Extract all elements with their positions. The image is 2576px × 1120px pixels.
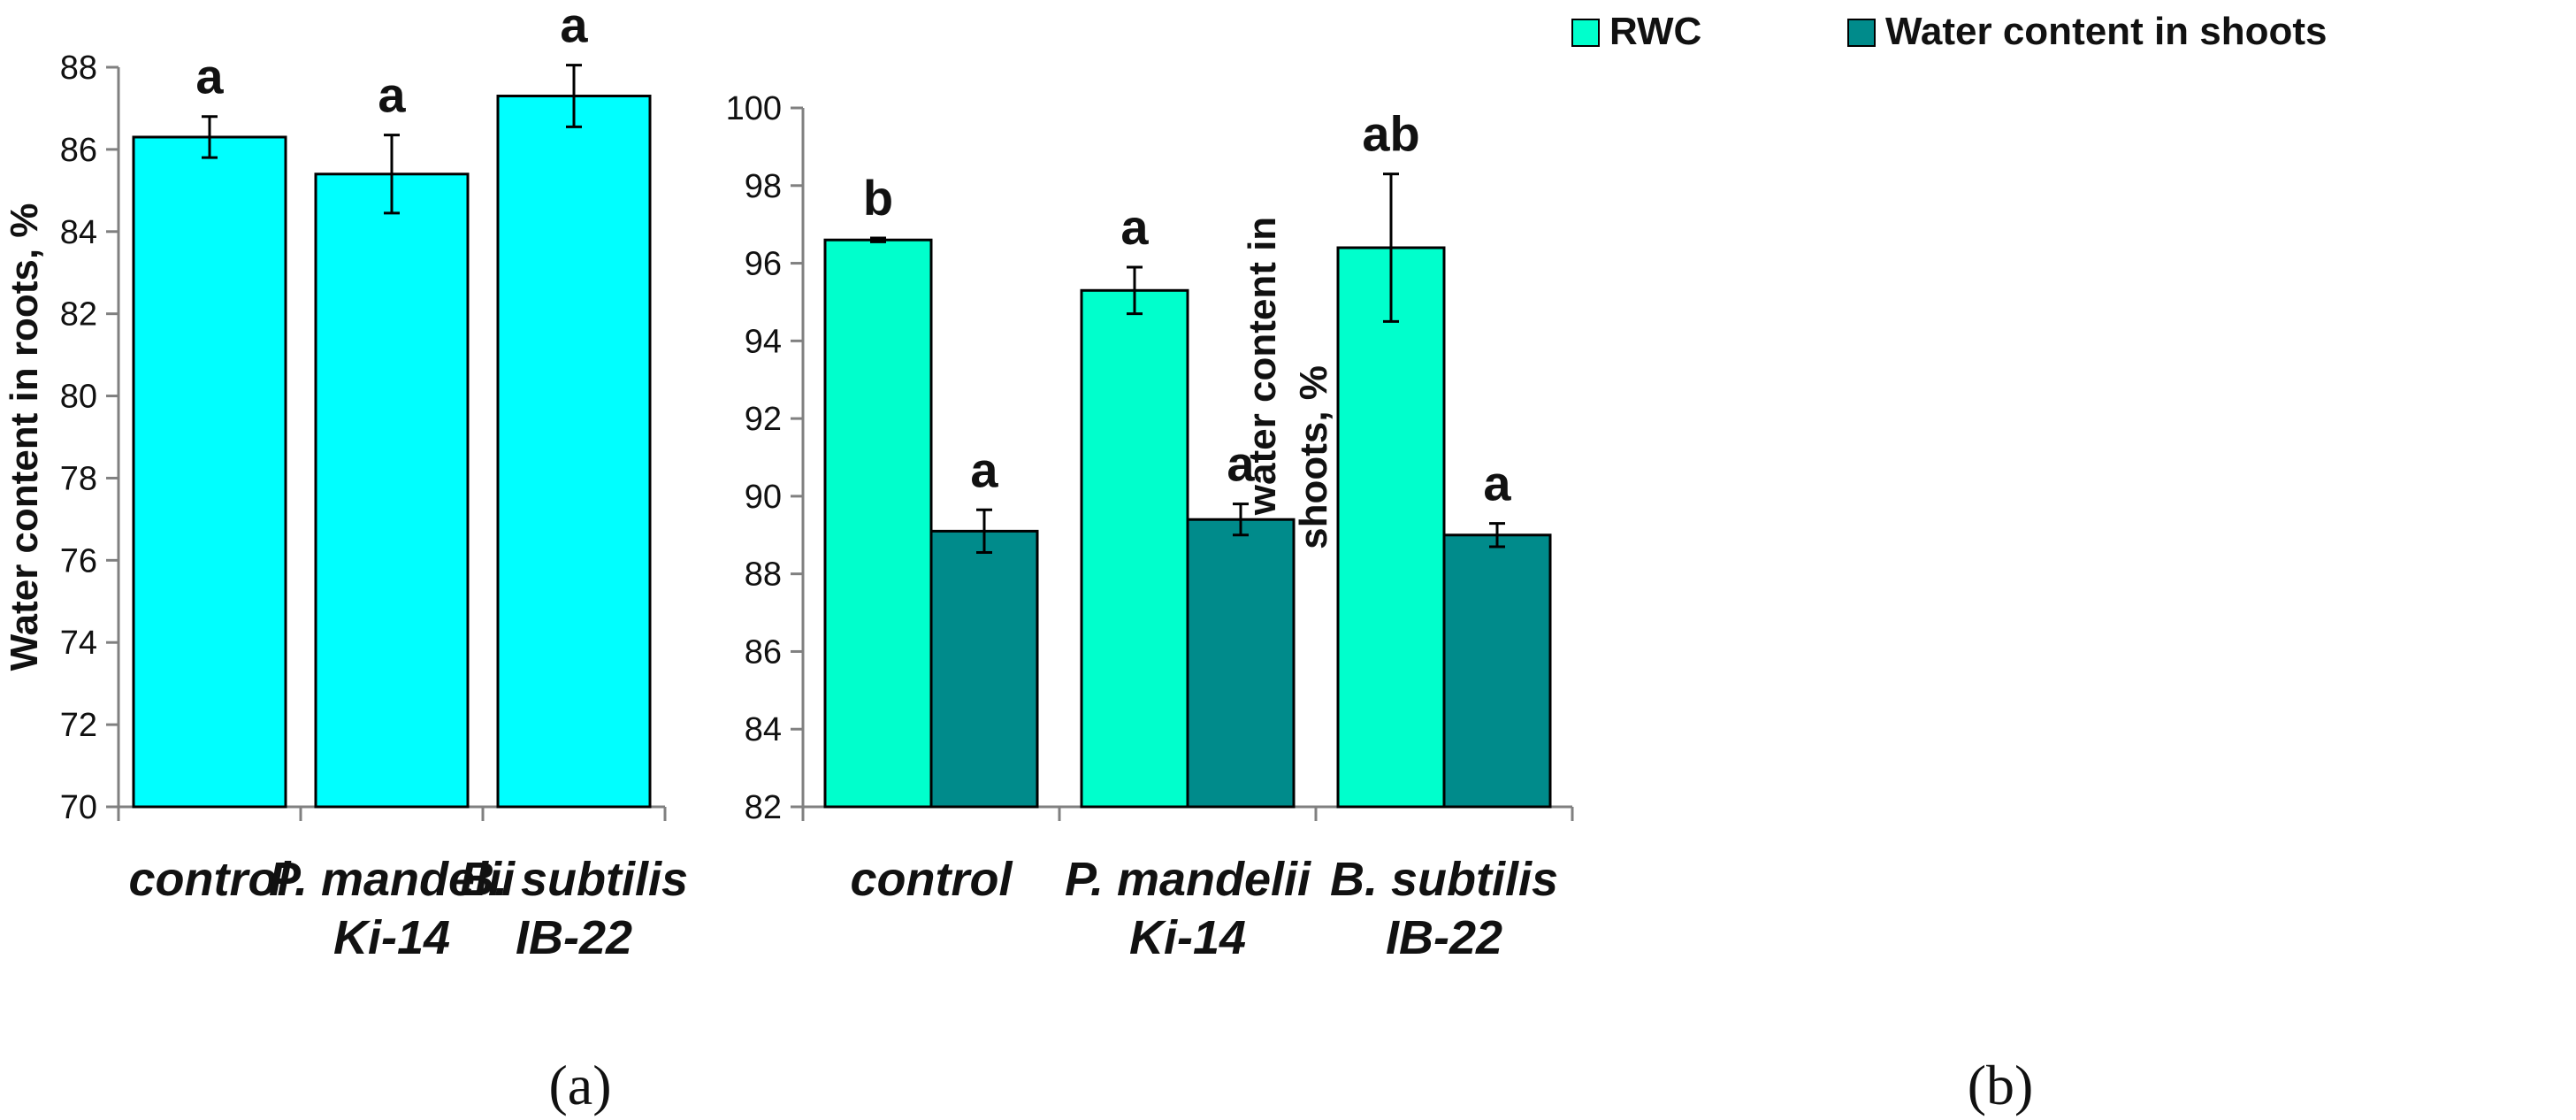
- bar-water-content-in-roots-2: [496, 95, 652, 809]
- bar-water-content-in-shoots-0: [929, 529, 1039, 809]
- y-tick-label: 100: [726, 90, 782, 127]
- y-tick-label: 70: [60, 789, 97, 826]
- panel-a-chart: 70 72 74 76 78 80 82 84 86 88 Water content in roo…: [3, 0, 688, 1116]
- y-tick-label: 88: [745, 556, 782, 594]
- y-tick-label: 80: [60, 379, 97, 416]
- y-tick-label: 86: [60, 132, 97, 169]
- x-category-label: Ki-14: [333, 911, 450, 964]
- legend-swatch: [1571, 19, 1600, 47]
- y-tick-label: 94: [745, 323, 782, 360]
- significance-letter: a: [970, 441, 998, 497]
- x-category-label: B. subtilis: [1330, 853, 1558, 906]
- significance-letter: ab: [1362, 106, 1419, 162]
- y-tick-label: 78: [60, 460, 97, 497]
- y-axis-title-line: shoots, %: [1292, 365, 1335, 549]
- y-tick-label: 72: [60, 707, 97, 744]
- y-tick-label: 98: [745, 168, 782, 205]
- significance-letter: b: [863, 170, 893, 226]
- y-tick-label: 84: [745, 711, 782, 748]
- legend-swatch: [1847, 19, 1876, 47]
- bar-rwc-2: [1336, 246, 1446, 809]
- legend-label: Water content in shoots: [1885, 10, 2328, 53]
- panel-label: (a): [548, 1054, 611, 1116]
- y-tick-label: 92: [745, 401, 782, 438]
- y-tick-label: 86: [745, 633, 782, 671]
- significance-letter: a: [560, 0, 588, 53]
- y-tick-label: 76: [60, 542, 97, 579]
- y-tick-label: 82: [745, 789, 782, 826]
- y-tick-label: 96: [745, 246, 782, 283]
- x-category-label: P. mandelii: [269, 853, 516, 906]
- y-tick-label: 74: [60, 625, 97, 662]
- bar-rwc-0: [823, 238, 933, 809]
- y-axis-title: Water content in roots, %: [3, 203, 46, 671]
- y-tick-label: 82: [60, 296, 97, 334]
- y-tick-label: 88: [60, 50, 97, 87]
- bar-water-content-in-roots-1: [314, 173, 470, 809]
- panel-label: (b): [1968, 1054, 2034, 1116]
- x-category-label: B. subtilis: [460, 853, 688, 906]
- y-tick-label: 84: [60, 214, 97, 251]
- bar-water-content-in-shoots-2: [1442, 533, 1552, 809]
- x-category-label: Ki-14: [1129, 911, 1246, 964]
- significance-letter: a: [1483, 456, 1511, 511]
- x-category-label: control: [129, 853, 292, 906]
- x-category-label: P. mandelii: [1065, 853, 1311, 906]
- significance-letter: a: [195, 49, 224, 104]
- x-category-label: control: [851, 853, 1013, 906]
- bar-water-content-in-shoots-1: [1186, 518, 1296, 809]
- legend-label: RWC: [1609, 10, 1701, 53]
- bar-rwc-1: [1080, 288, 1189, 809]
- x-category-label: IB-22: [516, 911, 632, 964]
- x-category-label: IB-22: [1386, 911, 1502, 964]
- significance-letter: a: [378, 67, 406, 123]
- bar-water-content-in-roots-0: [132, 135, 287, 809]
- significance-letter: a: [1227, 436, 1255, 492]
- y-tick-label: 90: [745, 479, 782, 516]
- significance-letter: a: [1120, 199, 1149, 255]
